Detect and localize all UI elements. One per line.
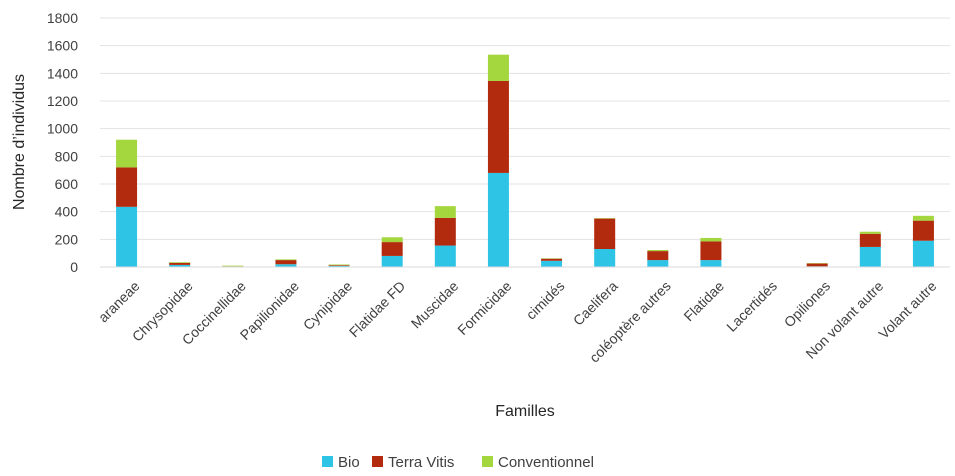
bar-segment-bio	[594, 249, 616, 267]
legend: Bio Terra Vitis Conventionnel	[322, 454, 594, 471]
bar-segment-conventionnel	[328, 264, 350, 266]
x-tick-label: araneae	[95, 278, 143, 326]
legend-label: Bio	[338, 454, 360, 471]
bar-segment-bio	[859, 246, 881, 267]
bar-segment-bio	[647, 260, 669, 267]
y-tick-label: 1600	[47, 38, 78, 54]
y-tick-label: 0	[70, 259, 78, 275]
bar-segment-conventionnel	[169, 262, 191, 263]
bar-segment-terra-vitis	[169, 262, 191, 265]
legend-label: Terra Vitis	[388, 454, 454, 471]
bar-segment-bio	[700, 260, 722, 267]
bar-segment-terra-vitis	[594, 218, 616, 250]
bar-segment-conventionnel	[647, 249, 669, 252]
legend-swatch	[322, 456, 333, 467]
y-tick-label: 400	[55, 204, 79, 220]
bar-segment-conventionnel	[700, 237, 722, 242]
bar-segment-bio	[434, 245, 456, 267]
bar-segment-conventionnel	[434, 206, 456, 218]
x-tick-label: Caelifera	[570, 278, 621, 329]
y-tick-label: 1400	[47, 65, 78, 81]
x-tick-label: Formicidae	[454, 278, 514, 338]
bar-segment-terra-vitis	[487, 80, 509, 173]
bar-segment-conventionnel	[859, 231, 881, 234]
bar-segment-bio	[328, 265, 350, 267]
y-tick-label: 1000	[47, 121, 78, 137]
x-tick-label: Volant autre	[875, 278, 939, 342]
bar-segment-bio	[541, 260, 563, 267]
y-axis-ticks: 0 200 400 600 800 1000 1200 1400 1600 1800	[47, 10, 78, 275]
bar-segment-terra-vitis	[116, 167, 138, 207]
bar-segment-conventionnel	[222, 265, 244, 267]
x-tick-label: cimidés	[523, 278, 568, 323]
bar-segment-bio	[912, 240, 934, 267]
x-tick-label: Opiliones	[781, 278, 834, 331]
bar-segment-bio	[381, 255, 403, 267]
x-tick-label: Flatidae FD	[346, 278, 408, 340]
bar-segment-terra-vitis	[647, 251, 669, 261]
y-tick-label: 800	[55, 148, 79, 164]
legend-swatch	[372, 456, 383, 467]
bar-segment-terra-vitis	[381, 242, 403, 256]
bar-segment-conventionnel	[381, 237, 403, 243]
bar-segment-bio	[116, 206, 138, 267]
y-tick-label: 1200	[47, 93, 78, 109]
y-axis-title: Nombre d’individus	[11, 74, 28, 210]
legend-swatch	[482, 456, 493, 467]
bar-segment-terra-vitis	[275, 260, 297, 265]
y-tick-label: 600	[55, 176, 79, 192]
legend-label: Conventionnel	[498, 454, 594, 471]
x-tick-label: Flatidae	[680, 278, 727, 325]
bar-segment-conventionnel	[912, 215, 934, 221]
bar-segment-bio	[275, 264, 297, 267]
bars	[116, 54, 934, 267]
bar-segment-conventionnel	[275, 259, 297, 261]
x-tick-label: Muscidae	[408, 278, 462, 332]
y-tick-label: 1800	[47, 10, 78, 26]
x-tick-label: Lacertidés	[723, 278, 780, 335]
bar-segment-conventionnel	[487, 54, 509, 81]
bar-segment-terra-vitis	[700, 241, 722, 261]
x-axis-title: Familles	[495, 403, 555, 420]
x-tick-label: Cynipidae	[300, 278, 355, 333]
bar-segment-conventionnel	[116, 139, 138, 168]
bar-segment-terra-vitis	[328, 265, 350, 266]
bar-segment-terra-vitis	[806, 263, 828, 267]
gridlines	[100, 17, 950, 240]
x-axis-ticks: araneaeChrysopidaeCoccinellidaePapilioni…	[95, 278, 940, 366]
bar-segment-terra-vitis	[434, 217, 456, 246]
bar-segment-terra-vitis	[912, 220, 934, 241]
bar-segment-terra-vitis	[541, 258, 563, 261]
y-tick-label: 200	[55, 231, 79, 247]
bar-segment-bio	[487, 172, 509, 267]
bar-segment-bio	[169, 264, 191, 267]
bar-segment-terra-vitis	[859, 233, 881, 247]
